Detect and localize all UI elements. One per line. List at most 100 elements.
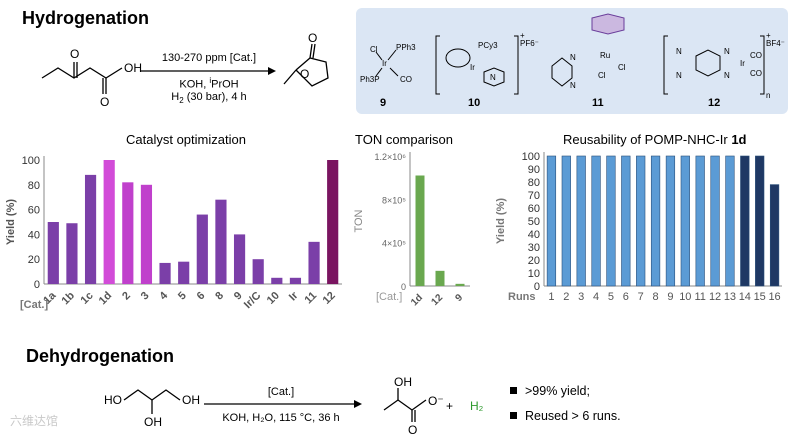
category-label: 10 (265, 290, 282, 307)
y-tick-label: 0 (34, 279, 40, 291)
catalyst-structures: Cl PPh3 Ir Ph3P CO 9 Ir PCy3 N PF6⁻ + 10 (360, 13, 785, 109)
svg-text:Cl: Cl (618, 63, 626, 72)
cond-pressure-time: H2 (30 bar), 4 h (171, 91, 247, 106)
category-label: 3 (578, 291, 584, 303)
y-tick-label: 70 (528, 190, 540, 202)
watermark-text: 六维达馆 (10, 414, 59, 428)
gvl-structure (283, 43, 329, 87)
category-label: 12 (709, 291, 721, 303)
category-label: 1b (59, 289, 77, 307)
category-label: 4 (157, 289, 170, 302)
catalyst-11-label: 11 (592, 97, 604, 109)
bar-9 (665, 155, 676, 287)
category-label: 11 (302, 290, 319, 307)
bar-1b (66, 223, 78, 284)
bar-4 (159, 262, 171, 284)
category-label: 2 (120, 290, 133, 303)
chart-3-title: Reusability of POMP-NHC-Ir 1d (563, 132, 747, 147)
hydrogen-product: H₂ (470, 399, 484, 413)
catalyst-9-structure: Cl PPh3 Ir Ph3P CO (360, 43, 416, 84)
svg-text:Ph3P: Ph3P (360, 75, 380, 84)
y-tick-label: 40 (28, 229, 40, 241)
category-label: Ir/C (242, 290, 263, 311)
x-axis-label: [Cat.] (376, 291, 402, 303)
hydrogenation-arrowhead (268, 67, 276, 75)
bar-1d (103, 160, 115, 284)
bullet-yield: >99% yield; (510, 384, 590, 398)
bar-5 (606, 155, 616, 287)
x-axis-label: Runs (508, 291, 536, 303)
y-tick-label: 0 (401, 282, 406, 292)
category-label: 9 (667, 291, 673, 303)
dehydrogenation-arrowhead (354, 400, 362, 408)
bar-Ir (289, 277, 302, 284)
lactate-structure (383, 388, 427, 422)
y-tick-label: 1.2×10⁶ (375, 152, 407, 162)
bar-8 (215, 199, 227, 284)
svg-text:N: N (676, 47, 682, 56)
svg-text:N: N (676, 71, 682, 80)
y-tick-label: 100 (22, 155, 40, 167)
y-tick-label: 30 (528, 242, 540, 254)
bar-13 (725, 155, 735, 287)
y-tick-label: 60 (528, 203, 540, 215)
y-tick-label: 8×10⁵ (382, 195, 406, 205)
category-label: 5 (176, 290, 189, 303)
svg-text:BF4⁻: BF4⁻ (766, 39, 785, 48)
lactate-o: O (408, 423, 417, 437)
svg-text:Ir: Ir (382, 59, 387, 68)
glycerol-structure (123, 389, 181, 414)
catalyst-9-label: 9 (380, 97, 386, 109)
svg-text:N: N (724, 47, 730, 56)
category-label: 9 (453, 292, 465, 304)
category-label: 12 (429, 292, 445, 308)
bullet-square-icon (510, 412, 517, 419)
y-tick-label: 20 (528, 255, 540, 267)
category-label: 6 (623, 291, 629, 303)
category-label: 6 (195, 290, 208, 303)
catalyst-10-structure: Ir PCy3 N PF6⁻ + (435, 31, 539, 95)
bar-3 (140, 184, 153, 284)
category-label: 13 (724, 291, 736, 303)
svg-text:N: N (490, 73, 496, 82)
ton-comparison-chart: 0 4×10⁵ 8×10⁵ 1.2×10⁶ TON 1d 12 9 [Cat.] (353, 152, 470, 308)
svg-text:PCy3: PCy3 (478, 41, 498, 50)
svg-text:CO: CO (750, 69, 762, 78)
category-label: Ir (287, 289, 301, 303)
catalyst-11-structure: N N Ru Cl Cl (551, 13, 626, 90)
svg-text:+: + (520, 31, 525, 40)
category-label: 1 (548, 291, 554, 303)
dehydrogenation-title: Dehydrogenation (26, 346, 175, 366)
svg-text:N: N (724, 71, 730, 80)
bar-Ir/C (252, 259, 264, 284)
y-axis-label: Yield (%) (495, 198, 507, 244)
bar-6 (196, 214, 208, 284)
cond-catalyst-loading: 130-270 ppm [Cat.] (161, 52, 257, 64)
plus-sign: + (446, 399, 453, 413)
glycerol-oh-left: HO (104, 393, 122, 407)
chart-2-title: TON comparison (355, 132, 454, 147)
chart-1-title: Catalyst optimization (126, 132, 246, 147)
bar-9 (455, 283, 465, 286)
y-tick-label: 80 (528, 177, 540, 189)
svg-text:N: N (570, 53, 576, 62)
substrate-ketone-o: O (70, 47, 79, 61)
lactate-oh: OH (394, 375, 412, 389)
bar-10 (680, 155, 690, 287)
glycerol-oh-right: OH (182, 393, 200, 407)
svg-text:n: n (766, 91, 770, 100)
y-tick-label: 60 (28, 205, 40, 217)
bar-1 (546, 155, 557, 287)
svg-text:Ru: Ru (600, 51, 610, 60)
category-label: 8 (213, 290, 226, 303)
category-label: 11 (694, 291, 705, 303)
category-label: 2 (563, 291, 569, 303)
bar-11 (695, 155, 705, 287)
svg-text:Cl: Cl (598, 71, 606, 80)
svg-text:+: + (766, 31, 771, 40)
bar-1a (47, 222, 59, 284)
lactate-o-minus: O⁻ (428, 394, 444, 408)
bar-1d (415, 175, 425, 286)
